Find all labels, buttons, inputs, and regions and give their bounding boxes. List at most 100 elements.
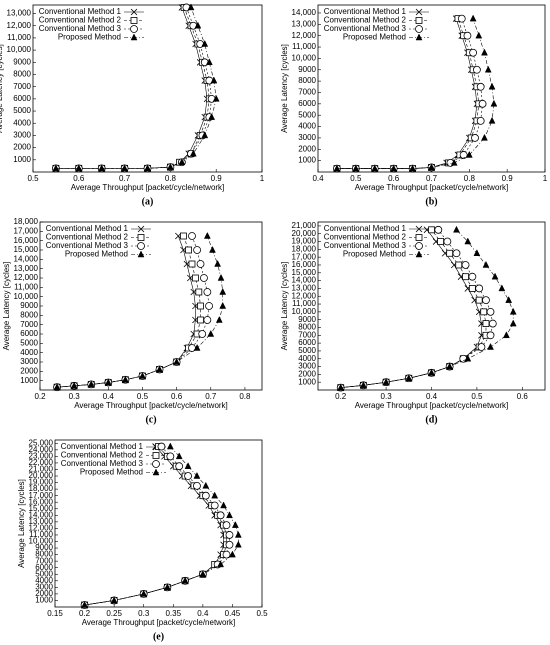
point: [452, 249, 461, 258]
y-tick-label: 6000: [20, 329, 38, 338]
y-tick-label: 10,000: [292, 54, 317, 63]
x-tick-label: 0.8: [165, 174, 177, 183]
point: [198, 330, 207, 338]
y-tick-label: 7000: [13, 82, 31, 91]
point: [480, 308, 488, 316]
legend-marker: [137, 242, 145, 250]
y-tick-label: 6000: [35, 563, 53, 572]
point: [104, 378, 112, 386]
point: [352, 164, 360, 172]
x-tick-label: 1: [543, 174, 548, 183]
legend-label: Conventional Method 2: [39, 16, 122, 25]
y-tick-label: 12,000: [14, 273, 39, 282]
point: [231, 521, 239, 528]
point: [110, 596, 118, 604]
legend-label: Conventional Method 1: [61, 442, 144, 451]
y-axis-label: Average Latency [cycles]: [280, 262, 289, 351]
y-tick-label: 5000: [298, 346, 316, 355]
point: [428, 163, 435, 171]
y-tick-label: 9000: [298, 65, 316, 74]
point: [163, 583, 171, 591]
point: [189, 149, 197, 157]
y-tick-label: 7000: [298, 88, 316, 97]
x-tick-label: 0.35: [165, 609, 181, 618]
point: [488, 82, 496, 90]
y-tick-label: 12,000: [292, 31, 317, 40]
legend-label: Conventional Method 3: [324, 24, 407, 33]
point: [202, 481, 210, 489]
point: [208, 113, 216, 120]
y-axis-label: Average Latency [cycles]: [280, 44, 289, 133]
point: [469, 48, 478, 57]
point: [509, 319, 517, 327]
legend-marker: [130, 25, 138, 33]
y-tick-label: 2000: [13, 143, 31, 152]
x-tick-label: 0.7: [205, 392, 217, 401]
y-tick-label: 12,000: [29, 524, 54, 533]
y-tick-label: 3000: [20, 357, 38, 366]
y-tick-label: 24,000: [29, 445, 54, 454]
y-tick-label: 16,000: [292, 260, 317, 269]
y-tick-label: 16,000: [14, 236, 39, 245]
legend-label: Proposed Method: [58, 33, 121, 42]
y-tick-label: 25,000: [29, 438, 54, 447]
point: [211, 491, 219, 499]
x-tick-label: 0.5: [350, 174, 362, 183]
legend-marker: [152, 452, 160, 459]
y-tick-label: 5000: [13, 106, 31, 115]
y-tick-label: 4000: [20, 348, 38, 357]
x-tick-label: 0.5: [471, 392, 483, 401]
point: [199, 570, 207, 578]
y-tick-label: 10,000: [292, 307, 317, 316]
x-tick-label: 0.7: [426, 174, 438, 183]
point: [462, 273, 469, 281]
legend-label: Proposed Method: [80, 468, 143, 477]
x-tick-label: 0.9: [211, 174, 223, 183]
x-tick-label: 0.2: [335, 392, 347, 401]
y-tick-label: 8000: [298, 76, 316, 85]
point: [390, 164, 398, 172]
point: [464, 237, 472, 245]
legend-label: Proposed Method: [65, 250, 128, 259]
x-tick-label: 0.6: [171, 392, 183, 401]
point: [226, 511, 233, 519]
point: [409, 164, 416, 172]
point: [207, 329, 215, 337]
x-axis-label: Average Throughput [packet/cycle/network…: [74, 401, 228, 410]
point: [87, 380, 95, 388]
point: [476, 82, 485, 91]
y-tick-label: 22,000: [29, 458, 54, 467]
point: [222, 521, 231, 530]
point: [475, 296, 483, 304]
point: [222, 550, 231, 559]
y-tick-label: 15,000: [29, 504, 54, 513]
point: [216, 511, 225, 520]
point: [197, 316, 204, 324]
y-tick-label: 5000: [35, 569, 53, 578]
y-tick-label: 10,000: [7, 45, 32, 54]
y-tick-label: 1000: [13, 155, 31, 164]
x-axis-label: Average Throughput [packet/cycle/network…: [71, 183, 225, 192]
legend-label: Proposed Method: [343, 33, 406, 42]
point: [220, 501, 227, 509]
point: [465, 150, 473, 158]
point: [166, 442, 174, 450]
x-tick-label: 0.6: [388, 174, 400, 183]
point: [505, 296, 513, 303]
point: [475, 284, 484, 293]
point: [234, 540, 242, 548]
point: [166, 452, 175, 461]
y-tick-label: 3000: [298, 133, 316, 142]
legend-label: Conventional Method 2: [61, 451, 144, 460]
point: [181, 576, 189, 584]
y-tick-label: 2000: [35, 589, 53, 598]
point: [475, 31, 483, 39]
point: [193, 471, 201, 479]
point: [217, 560, 225, 568]
point: [498, 284, 506, 292]
y-axis-label: Average Latency [cycles]: [17, 479, 26, 568]
series-line: [57, 235, 224, 388]
y-tick-label: 13,000: [29, 517, 54, 526]
point: [446, 362, 454, 370]
x-tick-label: 0.8: [239, 392, 251, 401]
